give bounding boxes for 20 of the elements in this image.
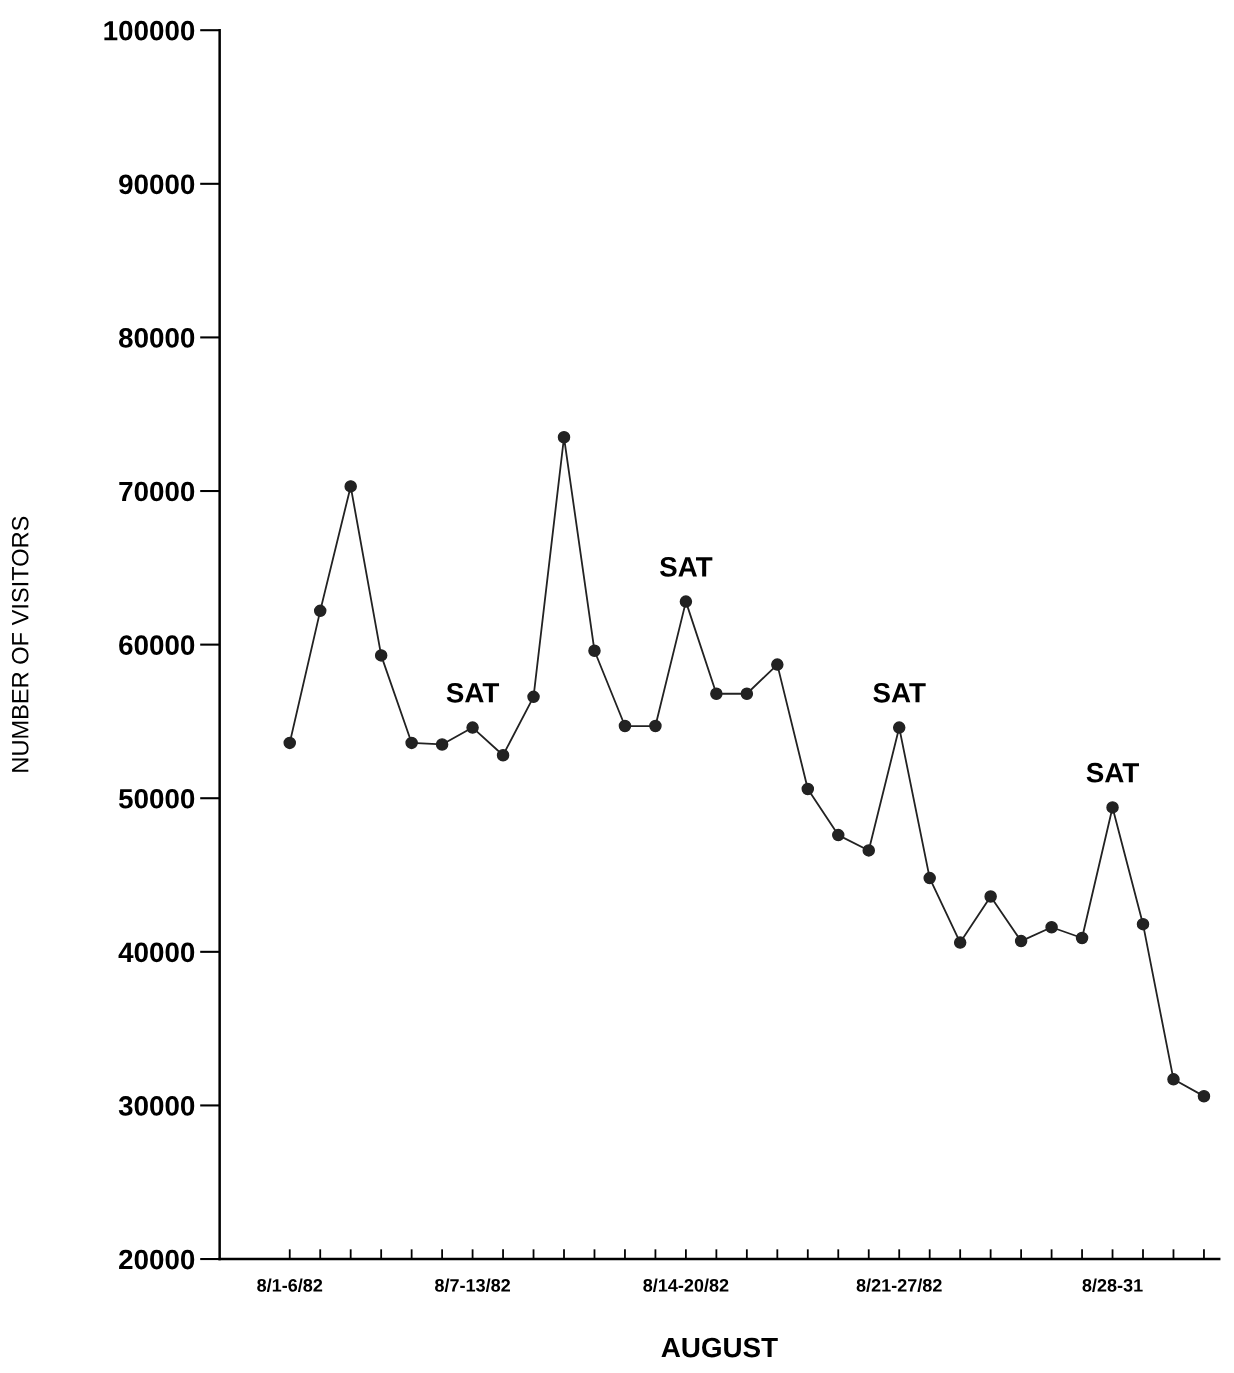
y-tick-label: 50000 — [118, 788, 195, 809]
x-tick-label: 8/21-27/82 — [856, 1278, 942, 1292]
x-tick-label: 8/7-13/82 — [435, 1278, 511, 1292]
y-tick-label: 100000 — [104, 20, 195, 41]
annotation: SAT — [446, 682, 500, 703]
y-tick-label: 60000 — [119, 635, 195, 655]
x-axis-title: AUGUST — [661, 1337, 778, 1358]
y-tick-label: 90000 — [119, 174, 195, 195]
y-tick-label: 30000 — [118, 1096, 195, 1116]
y-tick-label: 80000 — [118, 328, 195, 348]
annotation: SAT — [659, 557, 713, 577]
annotation: SAT — [873, 682, 926, 703]
y-tick-label: 70000 — [119, 481, 195, 502]
x-tick-label: 8/14-20/82 — [643, 1278, 729, 1292]
x-tick-label: 8/28-31 — [1082, 1278, 1143, 1292]
annotation: SAT — [1086, 762, 1139, 783]
y-axis-title: NUMBER OF VISITORS — [11, 516, 29, 772]
x-tick-label: 8/1-6/82 — [257, 1278, 323, 1292]
y-tick-label: 20000 — [119, 1249, 195, 1270]
y-tick-label: 40000 — [118, 942, 195, 963]
